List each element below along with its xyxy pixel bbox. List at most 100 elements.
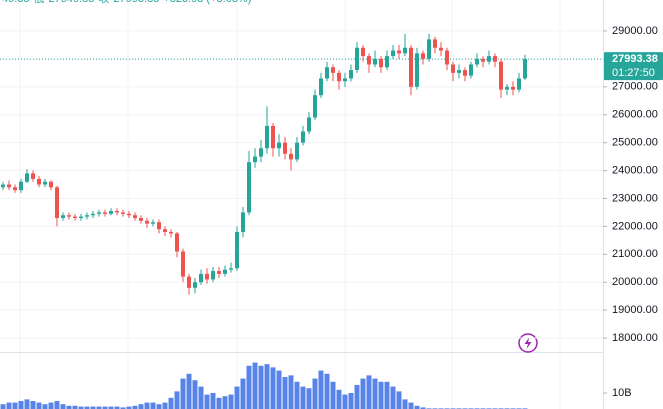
volume-bar xyxy=(150,402,156,409)
candle-body xyxy=(61,215,65,219)
candle-body xyxy=(271,125,275,149)
candle-body xyxy=(193,282,197,288)
candle-body xyxy=(517,78,521,90)
volume-bar xyxy=(294,381,300,409)
volume-bar xyxy=(216,397,222,409)
last-price-label: 27993.38 xyxy=(612,53,658,65)
candle-body xyxy=(265,125,269,149)
candle-body xyxy=(127,213,131,216)
volume-bar xyxy=(102,406,108,409)
volume-bar xyxy=(366,375,372,409)
volume-bar xyxy=(162,402,168,409)
volume-bar xyxy=(78,406,84,409)
volume-bar xyxy=(204,394,210,409)
candle-body xyxy=(55,187,59,219)
candle-body xyxy=(85,215,89,217)
volume-bar xyxy=(252,362,258,409)
candle-body xyxy=(295,142,299,160)
volume-bar xyxy=(390,386,396,409)
volume-bar xyxy=(318,370,324,409)
candle-body xyxy=(13,187,17,191)
volume-bar xyxy=(258,365,264,409)
candle-body xyxy=(103,212,107,214)
candle-body xyxy=(403,47,407,54)
volume-bar xyxy=(222,396,228,409)
header-text: 40.88 xyxy=(2,0,30,5)
candle-body xyxy=(223,269,227,274)
candle-body xyxy=(511,86,515,90)
header-text: 收 xyxy=(98,0,109,5)
candle-body xyxy=(43,181,47,185)
icon-bolt[interactable] xyxy=(524,337,532,349)
candle-body xyxy=(349,70,353,79)
candle-body xyxy=(259,148,263,157)
volume-bar xyxy=(354,384,360,409)
candle-body xyxy=(139,218,143,221)
candle-body xyxy=(67,215,71,217)
volume-bar xyxy=(0,404,6,409)
candle-body xyxy=(379,58,383,68)
countdown: 01:27:50 xyxy=(612,67,655,79)
header-text: +823.93 (+3.03%) xyxy=(163,0,251,5)
volume-bar xyxy=(312,378,318,409)
candle-body xyxy=(157,222,161,230)
y-tick-label: 19000.00 xyxy=(612,304,658,316)
volume-bar xyxy=(42,404,48,409)
y-tick-label: 24000.00 xyxy=(612,164,658,176)
volume-bar xyxy=(240,378,246,409)
candle-body xyxy=(433,39,437,48)
y-tick-label: 25000.00 xyxy=(612,137,658,149)
last-price-box xyxy=(604,52,663,81)
volume-bar xyxy=(336,389,342,409)
candle-body xyxy=(205,273,209,280)
volume-bar xyxy=(330,381,336,409)
candle-body xyxy=(421,53,425,59)
volume-bar xyxy=(198,386,204,409)
candle-body xyxy=(181,251,185,277)
header-text: 27993.38 xyxy=(113,0,159,5)
lightning-icon[interactable] xyxy=(518,333,538,353)
volume-bar xyxy=(54,400,60,409)
candle-body xyxy=(25,173,29,182)
volume-bar xyxy=(12,402,18,409)
volume-bar xyxy=(306,388,312,409)
volume-bar xyxy=(210,392,216,409)
candle-body xyxy=(1,184,5,188)
y-tick-label: 26000.00 xyxy=(612,109,658,121)
volume-bar xyxy=(420,407,426,409)
candle-body xyxy=(361,47,365,57)
volume-bar xyxy=(414,405,420,409)
candle-body xyxy=(481,58,485,62)
candle-body xyxy=(301,131,305,143)
candle-body xyxy=(463,70,467,76)
volume-bars xyxy=(0,362,528,409)
volume-bar xyxy=(174,391,180,409)
candle-body xyxy=(475,58,479,65)
candle-body xyxy=(115,211,119,213)
candle-body xyxy=(397,50,401,54)
candle-body xyxy=(343,78,347,82)
volume-bar xyxy=(348,392,354,409)
candle-body xyxy=(439,47,443,51)
candle-body xyxy=(91,213,95,216)
candle-body xyxy=(151,222,155,224)
candle-body xyxy=(241,212,245,232)
candle-body xyxy=(253,156,257,163)
volume-bar xyxy=(324,373,330,409)
candle-body xyxy=(247,162,251,213)
candle-body xyxy=(145,220,149,224)
candle-body xyxy=(427,39,431,59)
candle-body xyxy=(337,72,341,82)
volume-bar xyxy=(48,402,54,409)
y-tick-label: 20000.00 xyxy=(612,276,658,288)
volume-bar xyxy=(234,386,240,409)
candle-body xyxy=(229,268,233,270)
volume-bar xyxy=(36,402,42,409)
candle-body xyxy=(211,271,215,280)
volume-bar xyxy=(30,400,36,409)
candle-body xyxy=(415,53,419,87)
volume-bar xyxy=(90,406,96,409)
candle-body xyxy=(31,173,35,179)
candle-body xyxy=(169,231,173,234)
